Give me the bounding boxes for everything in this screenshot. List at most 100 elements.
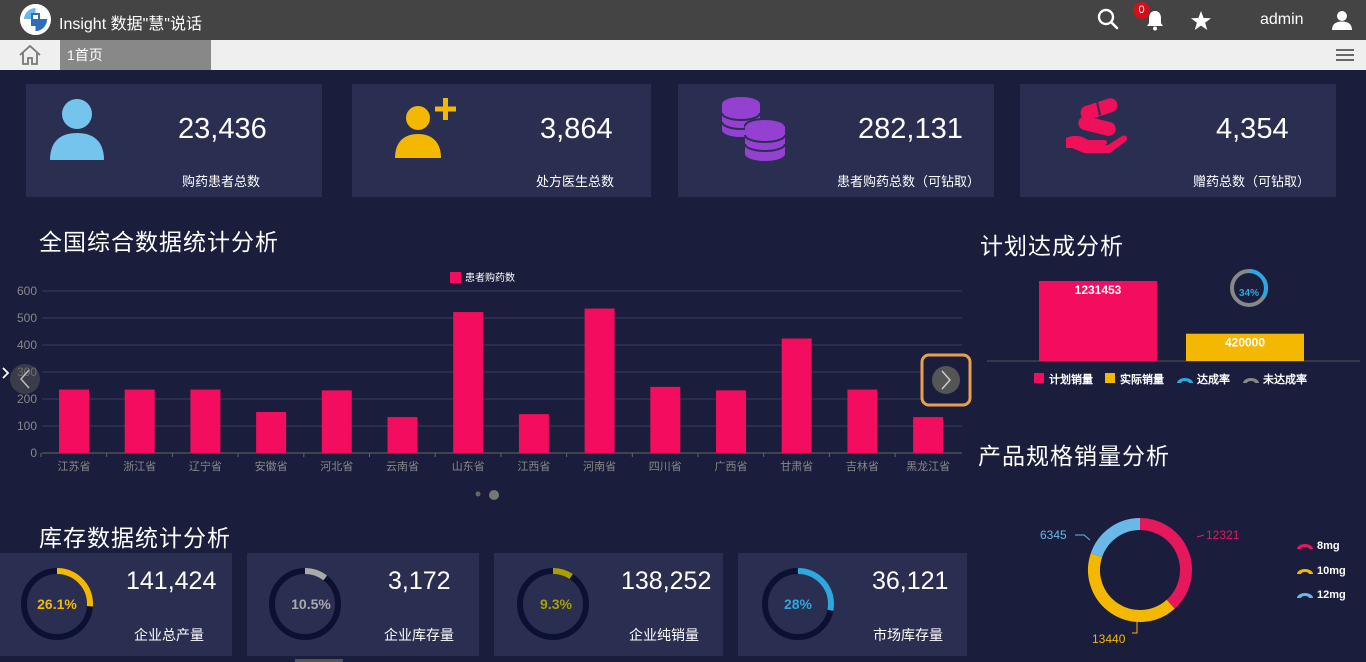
- bar[interactable]: [650, 386, 681, 453]
- donut-slice[interactable]: [1090, 518, 1141, 558]
- legend-label[interactable]: 8mg: [1317, 540, 1340, 552]
- bar[interactable]: [913, 417, 944, 453]
- tab-home-page[interactable]: 1首页: [60, 40, 211, 70]
- home-tab[interactable]: [0, 40, 60, 70]
- page-dot[interactable]: [475, 491, 481, 497]
- inventory-label: 企业总产量: [134, 627, 204, 643]
- bar[interactable]: [387, 417, 418, 453]
- inventory-label: 企业库存量: [384, 627, 454, 643]
- plan-bar-label: 1231453: [1075, 283, 1122, 297]
- national-bar-chart[interactable]: 6005004003002001000 江苏省浙江省辽宁省安徽省河北省云南省山东…: [0, 262, 975, 512]
- donut-slice[interactable]: [1139, 518, 1192, 609]
- bar[interactable]: [190, 389, 221, 453]
- x-tick-label: 黑龙江省: [906, 460, 950, 473]
- notification-badge: 0: [1133, 2, 1150, 19]
- inventory-ring: [762, 568, 834, 640]
- inventory-label: 市场库存量: [873, 627, 943, 643]
- plan-chart[interactable]: 1231453 420000 34% 计划销量 实际销量 达成率 未达成率: [985, 262, 1366, 394]
- x-tick-label: 吉林省: [846, 459, 879, 473]
- legend-label[interactable]: 计划销量: [1049, 372, 1093, 386]
- actual-bar[interactable]: [1186, 333, 1304, 361]
- stat-label: 赠药总数（可钻取）: [1193, 174, 1311, 189]
- y-tick-label: 100: [17, 419, 37, 433]
- inventory-value: 36,121: [872, 567, 949, 595]
- legend-label[interactable]: 未达成率: [1262, 372, 1307, 386]
- slice-label: 13440: [1092, 632, 1126, 646]
- scroll-indicator[interactable]: [295, 659, 343, 662]
- inventory-section-title: 库存数据统计分析: [39, 525, 231, 551]
- user-name[interactable]: admin: [1260, 11, 1304, 28]
- star-icon[interactable]: [1190, 10, 1212, 37]
- y-tick-label: 500: [17, 311, 37, 325]
- bar[interactable]: [518, 414, 549, 453]
- search-icon[interactable]: [1097, 8, 1119, 35]
- inventory-card[interactable]: 26.1% 141,424 企业总产量: [0, 553, 232, 656]
- legend-12mg-icon: [1297, 593, 1313, 598]
- coins-icon: [721, 96, 787, 167]
- x-tick-label: 江西省: [517, 460, 550, 473]
- stat-label: 购药患者总数: [182, 174, 261, 189]
- bar[interactable]: [453, 312, 484, 453]
- stat-card-purchases[interactable]: 282,131 患者购药总数（可钻取）: [678, 84, 994, 197]
- bar[interactable]: [321, 390, 352, 453]
- stat-value: 3,864: [540, 113, 613, 145]
- prev-arrow-button[interactable]: [10, 364, 40, 394]
- inventory-label: 企业纯销量: [629, 627, 699, 643]
- legend-label[interactable]: 10mg: [1317, 565, 1346, 577]
- slice-label: 12321: [1206, 528, 1240, 542]
- inventory-card[interactable]: 28% 36,121 市场库存量: [738, 553, 967, 656]
- legend-10mg-icon: [1297, 569, 1313, 574]
- stat-card-doctors[interactable]: 3,864 处方医生总数: [352, 84, 651, 197]
- app-logo[interactable]: [20, 4, 51, 35]
- product-section-title: 产品规格销量分析: [978, 443, 1170, 469]
- y-tick-label: 200: [17, 392, 37, 406]
- legend-label[interactable]: 12mg: [1317, 589, 1346, 601]
- bar[interactable]: [256, 411, 287, 453]
- x-tick-label: 江苏省: [58, 460, 91, 473]
- menu-icon[interactable]: [1336, 47, 1354, 68]
- x-tick-label: 云南省: [386, 460, 419, 473]
- bar[interactable]: [59, 389, 89, 453]
- bell-icon[interactable]: [1144, 9, 1166, 36]
- user-icon: [48, 98, 106, 165]
- inventory-value: 141,424: [126, 567, 217, 595]
- inventory-card[interactable]: 10.5% 3,172 企业库存量: [247, 553, 479, 656]
- national-section-title: 全国综合数据统计分析: [39, 229, 279, 255]
- page-dot-active[interactable]: [489, 490, 499, 500]
- inventory-ring: [269, 568, 341, 640]
- legend-achieved-icon: [1177, 378, 1193, 383]
- chevron-right-icon: [941, 370, 952, 390]
- top-bar: Insight 数据"慧"说话 0 admin: [0, 0, 1366, 40]
- donut-slice[interactable]: [1088, 553, 1175, 622]
- chevron-left-icon: [19, 369, 30, 389]
- x-tick-label: 山东省: [452, 460, 485, 473]
- x-tick-label: 广西省: [715, 460, 748, 473]
- actual-bar-label: 420000: [1225, 336, 1265, 350]
- legend-8mg-icon: [1297, 544, 1313, 549]
- stat-card-patients[interactable]: 23,436 购药患者总数: [26, 84, 322, 197]
- stat-card-gifts[interactable]: 4,354 赠药总数（可钻取）: [1020, 84, 1336, 197]
- legend-label[interactable]: 达成率: [1197, 372, 1230, 386]
- legend-label[interactable]: 实际销量: [1120, 372, 1164, 386]
- inventory-card[interactable]: 9.3% 138,252 企业纯销量: [494, 553, 723, 656]
- x-tick-label: 辽宁省: [189, 459, 222, 473]
- inventory-percent: 28%: [783, 596, 813, 612]
- bar[interactable]: [716, 390, 746, 453]
- tab-bar: 1首页: [0, 40, 1366, 70]
- bar[interactable]: [847, 389, 878, 453]
- plan-bar[interactable]: [1039, 281, 1157, 361]
- user-avatar-icon[interactable]: [1331, 9, 1353, 36]
- legend-label[interactable]: 患者购药数: [465, 271, 515, 284]
- legend-swatch: [450, 272, 461, 283]
- y-tick-label: 0: [30, 446, 37, 460]
- bar[interactable]: [781, 338, 812, 453]
- x-tick-label: 四川省: [649, 460, 682, 473]
- rate-ring[interactable]: [1230, 269, 1268, 307]
- inventory-value: 3,172: [388, 567, 451, 595]
- stat-label: 处方医生总数: [536, 174, 615, 189]
- stat-value: 282,131: [858, 113, 963, 145]
- product-donut-chart[interactable]: 12321 13440 6345 8mg 10mg 12mg: [1020, 500, 1366, 650]
- x-tick-label: 浙江省: [123, 460, 156, 473]
- bar[interactable]: [584, 308, 615, 453]
- bar[interactable]: [124, 389, 155, 453]
